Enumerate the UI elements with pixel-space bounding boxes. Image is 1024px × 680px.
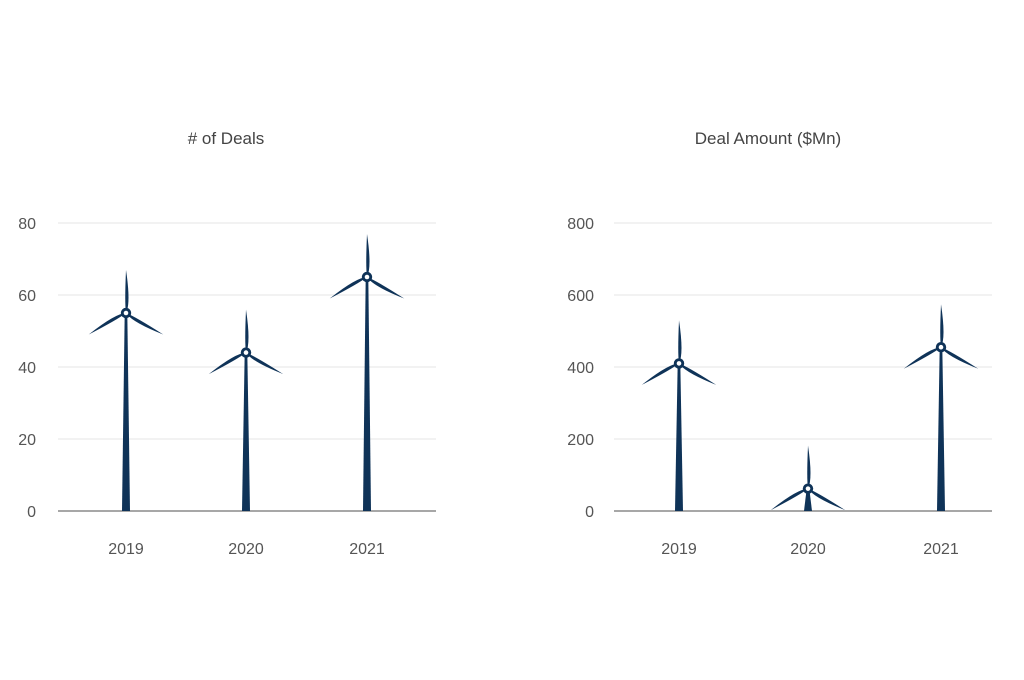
y-tick-label: 400 [567,360,594,377]
wind-turbine-bar [329,234,405,511]
x-tick-label: 2021 [349,541,385,558]
y-tick-label: 20 [18,432,36,449]
wind-turbine-bar [770,445,846,511]
y-tick-label: 60 [18,288,36,305]
chart-title: Deal Amount ($Mn) [695,129,841,148]
y-tick-label: 40 [18,360,36,377]
wind-turbine-bar [903,304,979,511]
wind-turbine-bar [88,270,164,511]
deals-count-chart: # of Deals 0 20 40 60 80 2019 2020 2021 [18,129,436,558]
x-tick-label: 2019 [108,541,144,558]
x-tick-label: 2021 [923,541,959,558]
wind-turbine-bar [641,320,717,511]
y-tick-label: 0 [585,504,594,521]
wind-turbine-bar [208,309,284,511]
x-tick-label: 2020 [790,541,826,558]
x-tick-label: 2019 [661,541,697,558]
y-tick-label: 600 [567,288,594,305]
y-tick-label: 800 [567,216,594,233]
y-tick-label: 200 [567,432,594,449]
x-tick-label: 2020 [228,541,264,558]
y-tick-label: 0 [27,504,36,521]
chart-title: # of Deals [188,129,265,148]
y-tick-label: 80 [18,216,36,233]
deal-amount-chart: Deal Amount ($Mn) 0 200 400 600 800 2019 2020 2… [567,129,992,558]
